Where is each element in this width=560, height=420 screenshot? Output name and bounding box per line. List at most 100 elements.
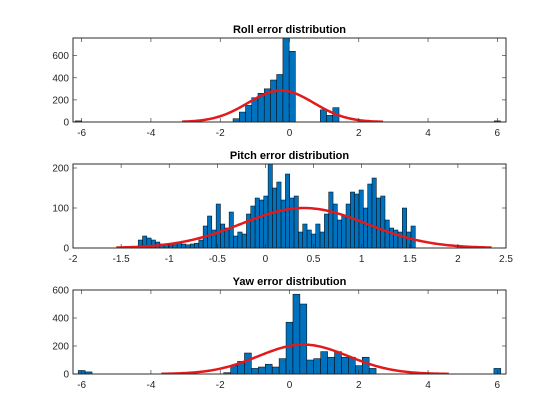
yaw-histogram-bar (341, 356, 349, 374)
pitch-xtick-label: 2.5 (499, 254, 513, 265)
yaw-xtick-label: -4 (146, 380, 155, 391)
yaw-histogram-bar (368, 368, 377, 374)
pitch-ytick-label: 0 (63, 244, 69, 255)
pitch-histogram-bar (319, 231, 325, 248)
pitch-ytick-label: 100 (52, 204, 69, 215)
pitch-histogram-bar (328, 191, 334, 248)
pitch-histogram-bar (315, 223, 321, 248)
roll-axes: -6 -4 -2 0 2 4 6 0 200 400 600 Roll error distribut… (52, 24, 507, 139)
roll-xtick-label: -6 (77, 128, 86, 139)
yaw-histogram-bar (320, 351, 328, 374)
roll-histogram-bar (270, 79, 277, 122)
roll-fit-curve (182, 89, 384, 122)
pitch-histogram-bar (332, 203, 338, 248)
pitch-histogram-bar (341, 215, 347, 248)
pitch-xtick-label: -2 (69, 254, 78, 265)
pitch-xtick-label: 1 (359, 254, 365, 265)
roll-histogram-bar (232, 118, 240, 122)
yaw-ytick-label: 600 (52, 286, 69, 297)
yaw-xtick-label: 0 (287, 380, 293, 391)
roll-xtick-label: 2 (356, 128, 362, 139)
yaw-xtick-label: 4 (425, 380, 431, 391)
pitch-xtick-label: -1 (165, 254, 174, 265)
pitch-histogram-bar (280, 199, 286, 248)
pitch-chart-title: Pitch error distribution (230, 150, 349, 162)
pitch-histogram-bar (220, 223, 226, 248)
pitch-axes-border (72, 163, 507, 249)
roll-ytick-label: 600 (52, 51, 69, 62)
pitch-xtick-label: 1.5 (403, 254, 417, 265)
roll-plot-area (74, 38, 501, 122)
roll-ytick-label: 200 (52, 95, 69, 106)
pitch-histogram-bar (185, 244, 191, 248)
yaw-axes: -6 -4 -2 0 2 4 6 0 200 400 600 Yaw error distributi… (52, 276, 507, 391)
roll-histogram-bar (282, 38, 290, 122)
pitch-histogram-bar (293, 195, 299, 248)
pitch-axes: -2 -1.5 -1 -0.5 0 0.5 1 1.5 2 2.5 0 100 200 Pitch err… (52, 150, 513, 265)
pitch-histogram-bar (259, 199, 265, 248)
pitch-histogram-bar (298, 231, 303, 248)
pitch-histogram-bar (233, 235, 239, 248)
roll-histogram-bar (74, 120, 82, 122)
yaw-chart-title: Yaw error distribution (233, 276, 347, 288)
pitch-plot-area (116, 164, 492, 248)
roll-xtick-label: -2 (216, 128, 225, 139)
pitch-histogram-bar (363, 207, 368, 248)
yaw-histogram-bar (271, 366, 280, 374)
roll-ytick-label: 0 (63, 118, 69, 129)
pitch-histogram-bar (289, 197, 295, 248)
pitch-histogram-bar (263, 195, 269, 248)
yaw-xtick-label: 6 (495, 380, 501, 391)
pitch-histogram-bar (345, 203, 351, 248)
roll-ytick-label: 400 (52, 73, 69, 84)
pitch-histogram-bar (302, 223, 308, 248)
pitch-histogram-bar (324, 213, 329, 248)
yaw-histogram-bar (278, 358, 287, 374)
yaw-xtick-label: 2 (356, 380, 362, 391)
pitch-histogram-bar (215, 203, 221, 248)
roll-xtick-label: 4 (425, 128, 431, 139)
pitch-xtick-label: -0.5 (209, 254, 227, 265)
roll-histogram-bar (320, 109, 327, 122)
pitch-histogram-bar (402, 207, 407, 248)
pitch-histogram-bar (358, 189, 364, 248)
yaw-histogram-bar (265, 363, 273, 374)
yaw-xtick-label: -2 (216, 380, 225, 391)
yaw-histogram-bar (361, 356, 370, 374)
pitch-histogram-bar (376, 197, 381, 248)
yaw-histogram-bar (313, 358, 321, 374)
pitch-histogram-bar (285, 173, 290, 248)
pitch-xtick-label: 0.5 (307, 254, 321, 265)
roll-xtick-label: -4 (146, 128, 155, 139)
yaw-fit-curve (161, 343, 449, 374)
pitch-xtick-label: 0 (263, 254, 269, 265)
pitch-histogram-bar (181, 243, 187, 248)
roll-xtick-label: 0 (287, 128, 293, 139)
yaw-ytick-label: 0 (63, 370, 69, 381)
yaw-ytick-label: 200 (52, 342, 69, 353)
roll-histogram-bar (245, 105, 252, 122)
yaw-histogram-bar (292, 293, 301, 374)
yaw-histogram-bar (258, 366, 266, 374)
pitch-histogram-bar (410, 225, 416, 248)
pitch-xtick-label: 2 (455, 254, 461, 265)
pitch-histogram-bar (371, 177, 377, 248)
yaw-histogram-bar (285, 321, 294, 374)
pitch-histogram-bar (207, 215, 213, 248)
pitch-histogram-bar (337, 219, 342, 248)
roll-histogram-bar (288, 51, 296, 122)
yaw-xtick-label: -6 (77, 380, 86, 391)
pitch-histogram-bar (276, 181, 282, 248)
pitch-histogram-bar (241, 233, 247, 248)
roll-chart-title: Roll error distribution (233, 24, 346, 36)
yaw-histogram-bar (334, 351, 342, 374)
yaw-ytick-label: 400 (52, 314, 69, 325)
yaw-histogram-bar (251, 368, 259, 374)
pitch-histogram-bar (267, 164, 273, 248)
pitch-ytick-label: 200 (52, 164, 69, 175)
pitch-histogram-bar (250, 205, 256, 248)
pitch-histogram-bar (380, 195, 386, 248)
pitch-histogram-bar (237, 231, 243, 248)
